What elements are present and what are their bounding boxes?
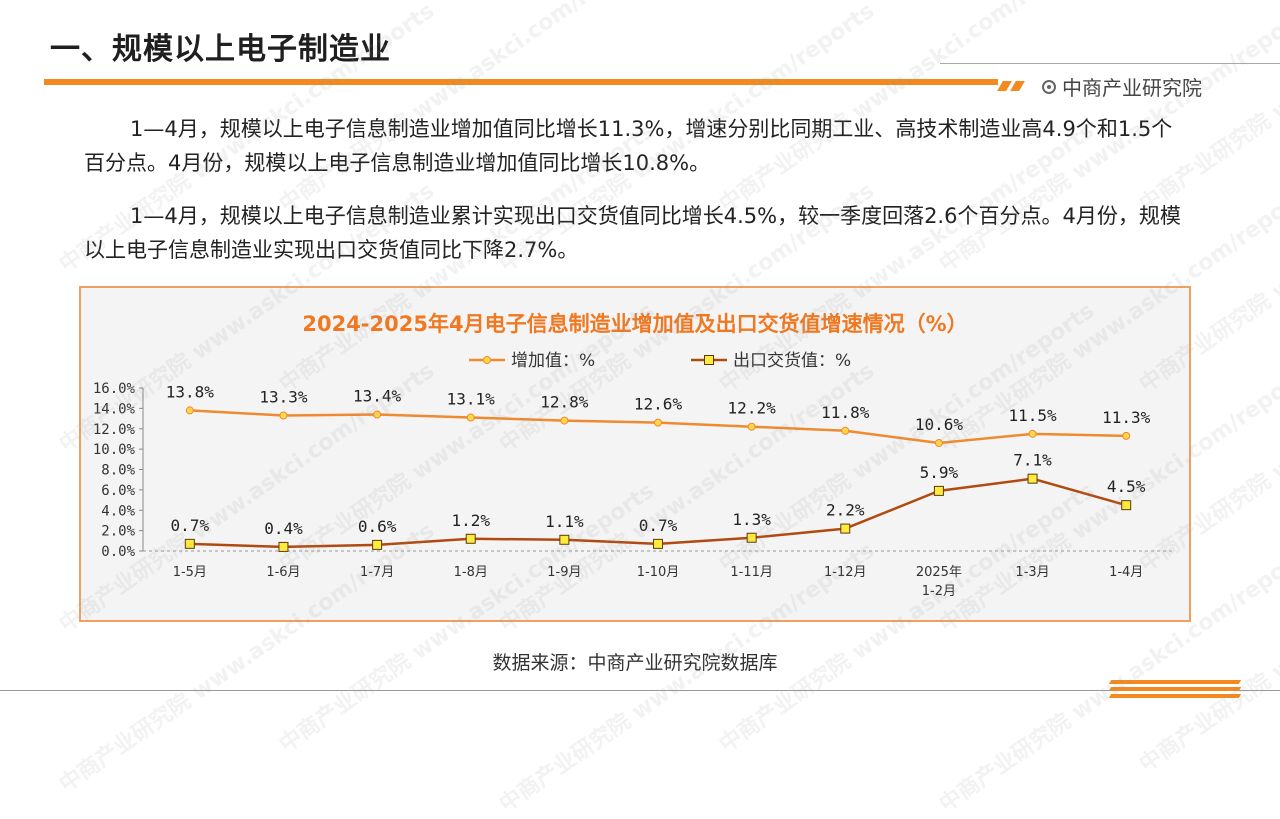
y-tick-label: 14.0% — [93, 401, 136, 417]
legend-marker — [483, 356, 491, 364]
header-slash-decoration — [997, 76, 1026, 95]
data-label: 0.7% — [171, 516, 210, 535]
x-tick-label: 1-8月 — [454, 565, 488, 580]
data-point — [373, 410, 382, 419]
data-label: 0.4% — [264, 519, 303, 538]
data-point — [278, 541, 289, 552]
data-label: 0.6% — [358, 517, 397, 536]
data-label: 12.6% — [634, 395, 683, 414]
data-label: 0.7% — [639, 516, 678, 535]
data-label: 1.1% — [545, 512, 584, 531]
data-point — [653, 538, 663, 549]
x-tick-label: 1-4月 — [1109, 565, 1143, 580]
watermark-text: 中商产业研究院 www.askci.com/reports — [1135, 0, 1280, 218]
footer-divider — [0, 690, 1280, 691]
data-label: 13.3% — [259, 388, 308, 407]
data-label: 4.5% — [1107, 477, 1146, 496]
header-accent-bar — [44, 79, 998, 85]
data-point — [1122, 431, 1131, 440]
legend-marker — [704, 355, 714, 365]
data-point — [1028, 429, 1037, 438]
y-tick-label: 4.0% — [101, 503, 135, 519]
x-tick-label: 1-12月 — [824, 565, 867, 580]
data-label: 11.8% — [821, 403, 870, 422]
brand-name: 中商产业研究院 — [1062, 76, 1202, 100]
legend-label: 增加值：% — [511, 351, 595, 371]
data-point — [747, 422, 756, 431]
data-label: 11.5% — [1008, 406, 1057, 425]
data-label: 13.8% — [166, 382, 215, 401]
data-label: 1.3% — [732, 510, 771, 529]
data-label: 12.2% — [728, 399, 777, 418]
data-source: 数据来源：中商产业研究院数据库 — [492, 652, 778, 674]
data-label: 7.1% — [1013, 451, 1052, 470]
data-label: 2.2% — [826, 501, 865, 520]
page-title: 一、规模以上电子制造业 — [50, 32, 391, 67]
data-point — [372, 539, 383, 550]
data-point — [746, 532, 757, 543]
data-point — [466, 413, 475, 422]
series-line — [189, 409, 1127, 445]
y-tick-label: 0.0% — [101, 544, 135, 560]
data-point — [559, 534, 570, 545]
line-chart: 0.0% 2.0% 4.0% 6.0% 8.0% 10.0% 12.0% 14.0% 16.0%… — [93, 351, 1173, 599]
chart-container: 2024-2025年4月电子信息制造业增加值及出口交货值增速情况（%） 0.0%… — [79, 286, 1191, 622]
data-point — [934, 439, 943, 448]
brand-label: 中商产业研究院 — [1042, 72, 1202, 101]
watermark-text: 中商产业研究院 www.askci.com/reports — [715, 0, 1100, 218]
data-point — [841, 426, 850, 435]
data-label: 1.2% — [451, 511, 490, 530]
x-tick-label: 1-10月 — [637, 565, 680, 580]
data-point — [1121, 500, 1132, 511]
paragraph-1: 1—4月，规模以上电子信息制造业增加值同比增长11.3%，增速分别比同期工业、高… — [84, 117, 1173, 175]
data-label: 5.9% — [920, 463, 959, 482]
data-point — [1027, 473, 1038, 484]
data-point — [933, 485, 944, 496]
x-tick-label: 2025年 — [916, 565, 962, 580]
data-point — [279, 411, 288, 420]
data-point — [185, 406, 194, 415]
data-point — [184, 538, 195, 549]
data-label: 11.3% — [1102, 408, 1151, 427]
header-divider — [940, 63, 1280, 64]
data-label: 10.6% — [915, 415, 964, 434]
data-label: 12.8% — [540, 393, 589, 412]
data-point — [840, 523, 851, 534]
y-tick-label: 12.0% — [93, 422, 136, 438]
paragraph-2: 1—4月，规模以上电子信息制造业累计实现出口交货值同比增长4.5%，较一季度回落… — [84, 204, 1181, 262]
x-tick-label: 1-2月 — [922, 584, 956, 599]
y-tick-label: 2.0% — [101, 524, 135, 540]
data-point — [654, 418, 662, 427]
x-tick-label: 1-7月 — [360, 565, 394, 580]
x-tick-label: 1-3月 — [1015, 565, 1049, 580]
y-tick-label: 8.0% — [101, 463, 135, 479]
x-tick-label: 1-9月 — [547, 565, 581, 580]
brand-logo-icon — [1042, 80, 1056, 94]
x-tick-label: 1-5月 — [173, 565, 207, 580]
x-tick-label: 1-6月 — [266, 565, 300, 580]
y-tick-label: 10.0% — [93, 442, 136, 458]
series-line — [189, 477, 1127, 549]
data-point — [465, 533, 476, 544]
chart-title: 2024-2025年4月电子信息制造业增加值及出口交货值增速情况（%） — [302, 312, 968, 336]
x-tick-label: 1-11月 — [730, 565, 773, 580]
data-label: 13.1% — [447, 390, 496, 409]
legend-label: 出口交货值：% — [733, 351, 851, 371]
data-label: 13.4% — [353, 386, 402, 405]
y-tick-label: 16.0% — [93, 381, 136, 397]
data-point — [560, 416, 569, 425]
y-tick-label: 6.0% — [101, 483, 135, 499]
footer-decoration — [1108, 680, 1242, 720]
